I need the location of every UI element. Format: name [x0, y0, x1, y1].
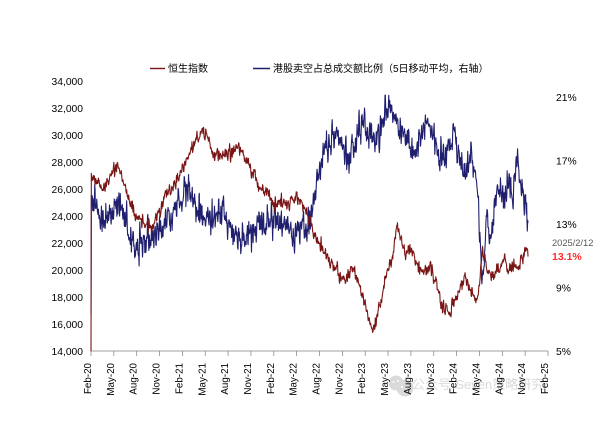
svg-text:17%: 17%	[556, 156, 577, 167]
svg-text:2025/2/12: 2025/2/12	[552, 238, 593, 248]
svg-text:May-22: May-22	[289, 363, 300, 396]
svg-text:Feb-23: Feb-23	[357, 362, 368, 394]
svg-text:Nov-23: Nov-23	[426, 362, 437, 394]
svg-text:May-24: May-24	[471, 362, 482, 395]
svg-text:Nov-21: Nov-21	[243, 363, 254, 395]
svg-text:18,000: 18,000	[52, 293, 84, 304]
svg-text:20,000: 20,000	[52, 266, 84, 277]
svg-text:13%: 13%	[556, 220, 577, 231]
svg-text:May-21: May-21	[197, 363, 208, 396]
svg-text:Aug-23: Aug-23	[403, 362, 414, 394]
svg-text:Feb-25: Feb-25	[540, 362, 551, 394]
svg-text:26,000: 26,000	[52, 185, 84, 196]
svg-text:16,000: 16,000	[52, 320, 84, 331]
svg-text:Aug-22: Aug-22	[312, 363, 323, 395]
svg-text:14,000: 14,000	[52, 347, 84, 358]
svg-text:Feb-24: Feb-24	[449, 362, 460, 394]
svg-text:Nov-20: Nov-20	[152, 362, 163, 394]
svg-text:30,000: 30,000	[52, 131, 84, 142]
svg-text:May-20: May-20	[106, 362, 117, 395]
svg-text:Aug-24: Aug-24	[494, 362, 505, 394]
svg-text:34,000: 34,000	[52, 77, 84, 88]
svg-text:Aug-20: Aug-20	[129, 362, 140, 394]
svg-text:5%: 5%	[556, 347, 571, 358]
svg-text:Feb-22: Feb-22	[266, 363, 277, 394]
svg-text:28,000: 28,000	[52, 158, 84, 169]
svg-text:Feb-20: Feb-20	[83, 362, 94, 394]
svg-text:32,000: 32,000	[52, 104, 84, 115]
svg-text:恒生指数: 恒生指数	[168, 62, 208, 75]
svg-text:9%: 9%	[556, 283, 571, 294]
svg-text:Feb-21: Feb-21	[174, 363, 185, 394]
svg-text:Aug-21: Aug-21	[220, 363, 231, 395]
svg-text:21%: 21%	[556, 93, 577, 104]
svg-text:港股卖空占总成交额比例（5日移动平均，右轴）: 港股卖空占总成交额比例（5日移动平均，右轴）	[273, 62, 489, 75]
svg-text:13.1%: 13.1%	[552, 251, 582, 263]
svg-text:Nov-22: Nov-22	[334, 363, 345, 395]
svg-text:May-23: May-23	[380, 362, 391, 395]
svg-text:22,000: 22,000	[52, 239, 84, 250]
svg-text:24,000: 24,000	[52, 212, 84, 223]
svg-text:Nov-24: Nov-24	[517, 362, 528, 394]
